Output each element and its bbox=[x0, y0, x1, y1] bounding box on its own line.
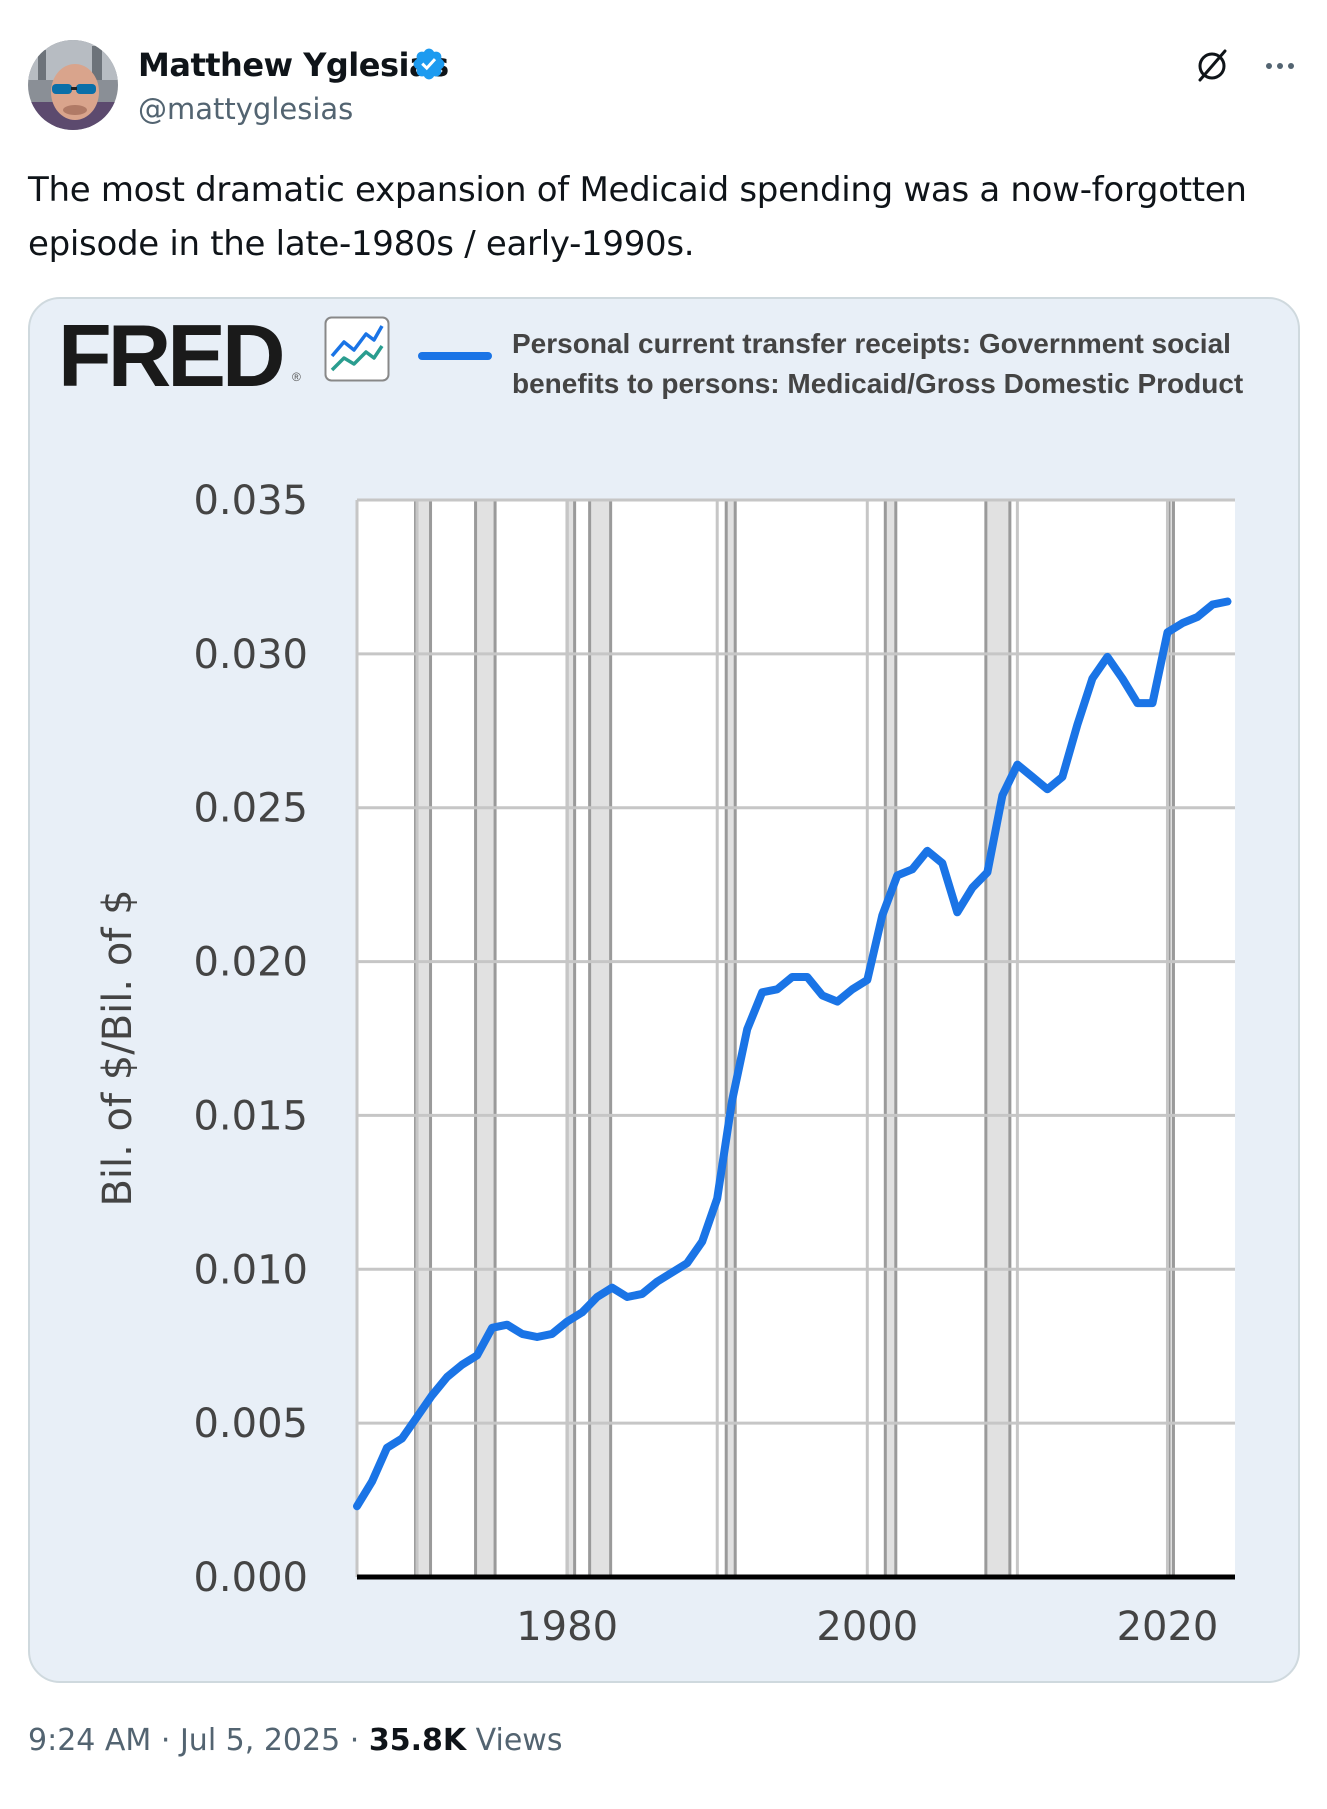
recession-band bbox=[567, 500, 575, 1577]
data-point bbox=[357, 1506, 358, 1507]
y-tick-label: 0.005 bbox=[193, 1401, 308, 1447]
data-point bbox=[402, 1438, 403, 1439]
verified-badge-icon bbox=[413, 48, 445, 80]
data-point bbox=[387, 1447, 388, 1448]
data-point bbox=[1062, 776, 1063, 777]
data-point bbox=[927, 850, 928, 851]
data-point bbox=[942, 863, 943, 864]
recession-band bbox=[726, 500, 736, 1577]
author-handle[interactable]: @mattyglesias bbox=[138, 92, 354, 126]
data-point bbox=[1077, 724, 1078, 725]
data-point bbox=[987, 872, 988, 873]
data-point bbox=[627, 1296, 628, 1297]
data-point bbox=[732, 1100, 733, 1101]
data-point bbox=[372, 1481, 373, 1482]
data-point bbox=[897, 875, 898, 876]
data-point bbox=[1032, 776, 1033, 777]
data-point bbox=[432, 1395, 433, 1396]
data-point bbox=[717, 1198, 718, 1199]
data-point bbox=[1137, 703, 1138, 704]
data-point bbox=[657, 1281, 658, 1282]
author-name[interactable]: Matthew Yglesias bbox=[138, 46, 449, 84]
data-point bbox=[537, 1336, 538, 1337]
data-point bbox=[1182, 623, 1183, 624]
data-point bbox=[807, 976, 808, 977]
views-label: Views bbox=[475, 1723, 563, 1758]
recession-band bbox=[1168, 500, 1174, 1577]
data-point bbox=[957, 912, 958, 913]
data-point bbox=[1197, 616, 1198, 617]
recession-band bbox=[415, 500, 431, 1577]
data-point bbox=[1227, 601, 1228, 602]
data-point bbox=[867, 980, 868, 981]
data-point bbox=[912, 869, 913, 870]
data-point bbox=[1002, 795, 1003, 796]
fred-graph-icon bbox=[324, 316, 390, 382]
separator-dot: · bbox=[349, 1723, 360, 1758]
x-tick-label: 1980 bbox=[516, 1604, 618, 1650]
y-tick-label: 0.025 bbox=[193, 786, 308, 832]
data-point bbox=[1122, 678, 1123, 679]
y-tick-label: 0.020 bbox=[193, 940, 308, 986]
data-point bbox=[462, 1364, 463, 1365]
y-tick-label: 0.000 bbox=[193, 1555, 308, 1601]
data-point bbox=[972, 887, 973, 888]
tweet-timestamp: 9:24 AM · Jul 5, 2025 · 35.8K Views bbox=[28, 1723, 562, 1758]
data-point bbox=[687, 1263, 688, 1264]
data-point bbox=[1047, 789, 1048, 790]
data-point bbox=[612, 1287, 613, 1288]
data-point bbox=[747, 1029, 748, 1030]
tweet-text: The most dramatic expansion of Medicaid … bbox=[28, 170, 1247, 264]
data-point bbox=[1212, 604, 1213, 605]
data-point bbox=[1017, 764, 1018, 765]
recession-band bbox=[985, 500, 1010, 1577]
data-point bbox=[1092, 678, 1093, 679]
data-point bbox=[477, 1355, 478, 1356]
data-point bbox=[702, 1241, 703, 1242]
y-tick-label: 0.015 bbox=[193, 1093, 308, 1139]
grok-icon[interactable] bbox=[1192, 46, 1232, 86]
data-point bbox=[1167, 632, 1168, 633]
x-tick-label: 2020 bbox=[1117, 1604, 1219, 1650]
y-tick-label: 0.010 bbox=[193, 1247, 308, 1293]
data-point bbox=[522, 1333, 523, 1334]
recession-band bbox=[475, 500, 496, 1577]
data-point bbox=[882, 915, 883, 916]
data-point bbox=[567, 1321, 568, 1322]
data-point bbox=[507, 1324, 508, 1325]
data-point bbox=[447, 1376, 448, 1377]
fred-registered-mark: ® bbox=[292, 370, 301, 384]
recession-band bbox=[885, 500, 896, 1577]
legend-label: Personal current transfer receipts: Gove… bbox=[512, 328, 1244, 399]
tweet-time[interactable]: 9:24 AM bbox=[28, 1723, 152, 1758]
data-point bbox=[762, 992, 763, 993]
separator-dot: · bbox=[160, 1723, 171, 1758]
data-point bbox=[852, 989, 853, 990]
data-point bbox=[672, 1272, 673, 1273]
legend-swatch bbox=[418, 352, 492, 360]
data-point bbox=[582, 1312, 583, 1313]
data-point bbox=[642, 1293, 643, 1294]
data-point bbox=[492, 1327, 493, 1328]
series-line-medicaid-gdp bbox=[353, 597, 1232, 1511]
data-point bbox=[552, 1333, 553, 1334]
view-count: 35.8K bbox=[368, 1723, 467, 1758]
y-tick-label: 0.035 bbox=[193, 478, 308, 524]
y-tick-label: 0.030 bbox=[193, 632, 308, 678]
data-point bbox=[597, 1296, 598, 1297]
tweet-date[interactable]: Jul 5, 2025 bbox=[179, 1723, 341, 1758]
data-point bbox=[417, 1416, 418, 1417]
fred-logo: FRED bbox=[58, 306, 286, 405]
x-tick-label: 2000 bbox=[816, 1604, 918, 1650]
recession-band bbox=[589, 500, 611, 1577]
data-point bbox=[1107, 656, 1108, 657]
data-point bbox=[837, 1001, 838, 1002]
more-options-icon[interactable] bbox=[1260, 46, 1300, 86]
data-point bbox=[792, 976, 793, 977]
data-point bbox=[1152, 703, 1153, 704]
data-point bbox=[822, 995, 823, 996]
data-point bbox=[777, 989, 778, 990]
